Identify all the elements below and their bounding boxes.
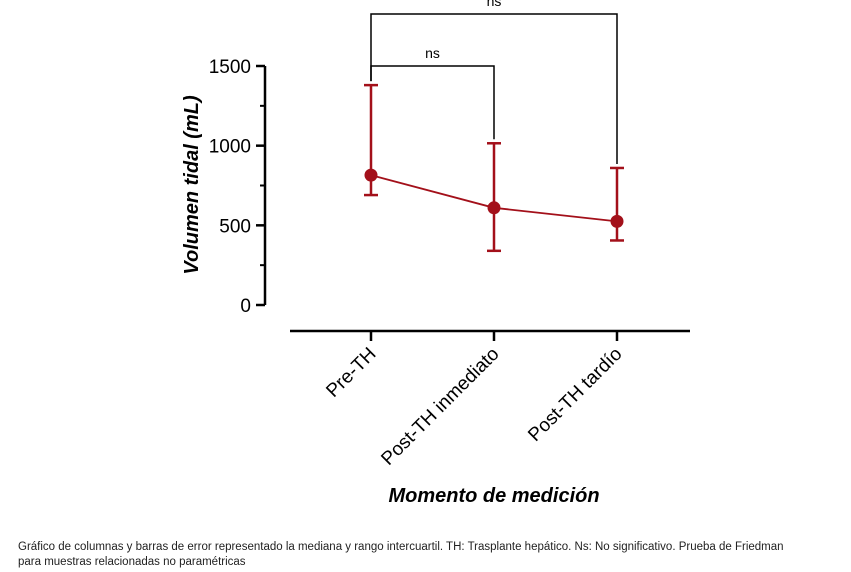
y-tick-label: 1500: [209, 57, 251, 78]
y-ticks: 0 500 1000 1500: [209, 57, 265, 317]
y-axis-title: Volumen tidal (mL): [181, 95, 203, 275]
x-category-label: Post-TH tardío: [524, 344, 626, 446]
series-layer: [364, 83, 624, 253]
caption-line-1: Gráfico de columnas y barras de error re…: [18, 541, 784, 553]
figure-caption: Gráfico de columnas y barras de error re…: [18, 540, 848, 570]
x-category-label: Pre-TH: [322, 344, 380, 402]
data-point: [364, 168, 378, 182]
y-tick-label: 500: [219, 216, 251, 237]
data-point: [487, 201, 501, 215]
significance-brackets: ns ns: [370, 0, 618, 164]
y-tick-label: 0: [240, 296, 251, 317]
significance-label: ns: [425, 45, 440, 61]
x-category-label: Post-TH inmediato: [377, 344, 503, 470]
significance-bracket: [370, 65, 495, 140]
significance-bracket: [370, 13, 618, 164]
data-point: [610, 214, 624, 228]
caption-line-2: para muestras relacionadas no paramétric…: [18, 556, 246, 568]
significance-label: ns: [487, 0, 502, 9]
x-axis-title: Momento de medición: [388, 485, 599, 507]
y-tick-label: 1000: [209, 137, 251, 158]
